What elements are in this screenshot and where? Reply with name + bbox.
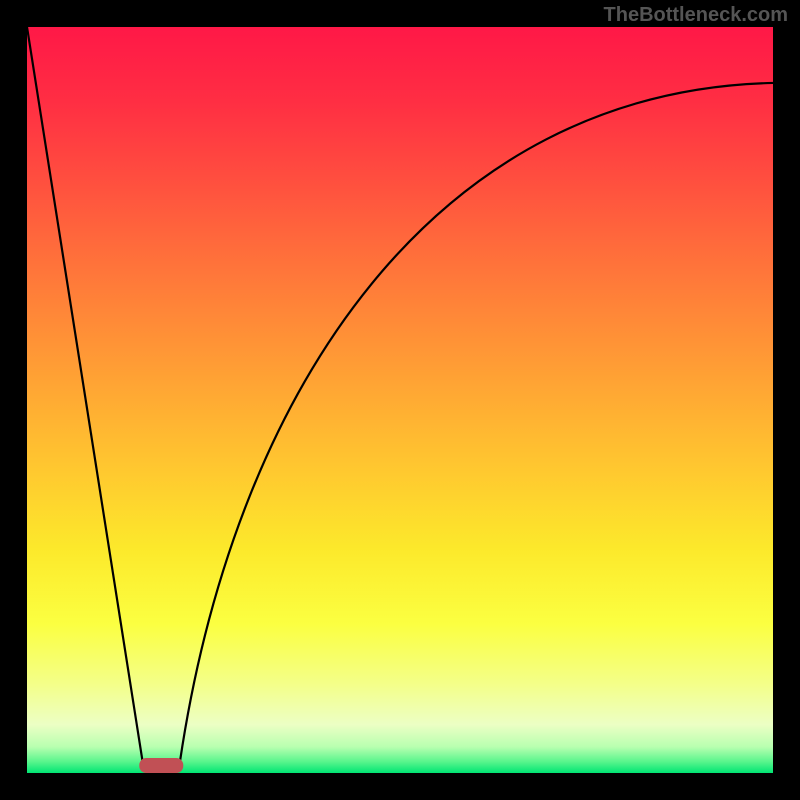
chart-plot-area xyxy=(27,27,773,773)
watermark-text: TheBottleneck.com xyxy=(604,4,788,27)
bottleneck-chart: TheBottleneck.com xyxy=(0,0,800,800)
chart-svg xyxy=(0,0,800,800)
optimal-point-marker xyxy=(139,758,183,773)
